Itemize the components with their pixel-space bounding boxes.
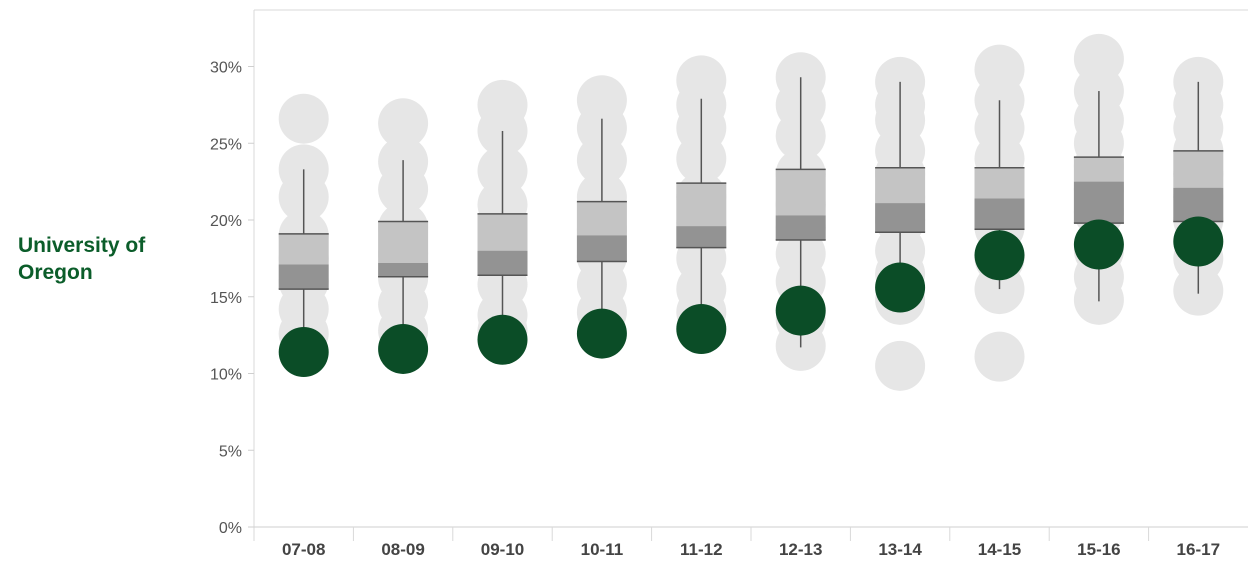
y-tick-label: 20% <box>210 213 242 230</box>
x-tick-label: 14-15 <box>978 540 1021 559</box>
y-tick-label: 10% <box>210 367 242 384</box>
box-lower-half <box>875 203 926 233</box>
box-upper-half <box>676 183 727 227</box>
x-tick-label: 15-16 <box>1077 540 1120 559</box>
box-lower-half <box>278 264 329 290</box>
university-of-oregon-dot <box>576 308 627 359</box>
box-upper-half <box>477 213 528 251</box>
university-of-oregon-dot <box>378 323 429 374</box>
university-of-oregon-dot <box>1173 216 1224 267</box>
x-tick-label: 08-09 <box>381 540 424 559</box>
box-lower-half <box>1073 181 1124 224</box>
y-tick-label: 5% <box>219 443 242 460</box>
box-lower-half <box>676 226 727 248</box>
y-tick-label: 25% <box>210 136 242 153</box>
box-upper-half <box>775 169 826 216</box>
box-upper-half <box>378 221 429 263</box>
y-tick-label: 0% <box>219 520 242 537</box>
box-upper-half <box>875 167 926 204</box>
box-upper-half <box>1073 157 1124 182</box>
box-upper-half <box>278 233 329 265</box>
x-tick-label: 09-10 <box>481 540 524 559</box>
box-lower-half <box>576 235 627 262</box>
x-tick-label: 12-13 <box>779 540 822 559</box>
university-of-oregon-dot <box>875 262 926 313</box>
x-tick-label: 10-11 <box>581 540 624 559</box>
y-tick-label: 15% <box>210 290 242 307</box>
peer-institution-dot <box>378 98 429 149</box>
x-tick-label: 13-14 <box>878 540 922 559</box>
row-label: University of Oregon <box>18 234 146 284</box>
box-upper-half <box>974 167 1025 199</box>
peer-institution-dot <box>875 340 926 391</box>
university-of-oregon-dot <box>974 230 1025 281</box>
box-upper-half <box>576 201 627 236</box>
x-tick-label: 07-08 <box>282 540 325 559</box>
university-of-oregon-dot <box>1073 219 1124 270</box>
box-lower-half <box>378 262 429 277</box>
box-lower-half <box>477 250 528 276</box>
y-tick-label: 30% <box>210 60 242 77</box>
university-of-oregon-dot <box>676 303 727 354</box>
university-of-oregon-dot <box>278 327 329 378</box>
x-tick-label: 16-17 <box>1177 540 1220 559</box>
box-upper-half <box>1173 150 1224 188</box>
university-of-oregon-dot <box>775 285 826 336</box>
peer-institution-dot <box>278 93 329 144</box>
box-lower-half <box>1173 187 1224 222</box>
peer-institution-dot <box>974 331 1025 382</box>
university-of-oregon-dot <box>477 314 528 365</box>
box-lower-half <box>775 215 826 240</box>
x-tick-label: 11-12 <box>680 540 723 559</box>
box-lower-half <box>974 198 1025 230</box>
